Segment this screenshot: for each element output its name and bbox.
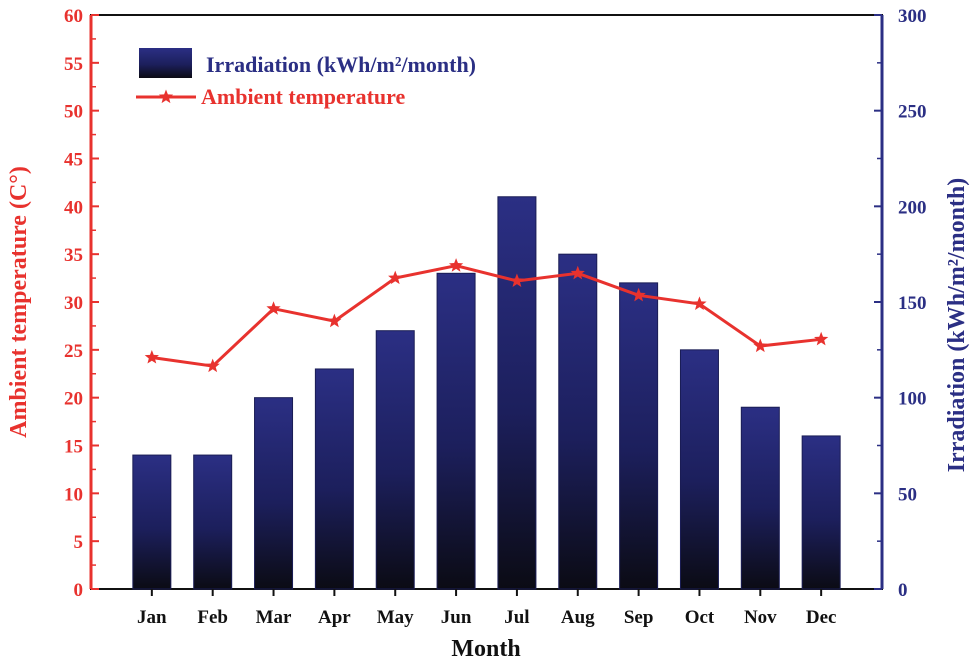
x-tick-label-mar: Mar (256, 607, 292, 628)
left-tick-label: 50 (64, 102, 83, 123)
temperature-point-may (388, 270, 403, 285)
bar-may (375, 330, 415, 590)
bar-feb (193, 454, 233, 590)
legend: Irradiation (kWh/m²/month) Ambient tempe… (136, 48, 476, 109)
x-tick-label-jul: Jul (504, 607, 529, 628)
left-tick-label: 35 (64, 245, 83, 266)
temperature-line (151, 264, 822, 368)
bar-mar (254, 397, 294, 590)
legend-line-label: Ambient temperature (201, 84, 405, 109)
left-tick-label: 0 (74, 580, 84, 601)
x-tick-label-sep: Sep (624, 607, 654, 628)
temperature-point-jul (509, 273, 525, 288)
left-tick-label: 15 (64, 437, 83, 458)
left-tick-label: 60 (64, 6, 83, 27)
left-tick-label: 45 (64, 150, 83, 171)
left-axis-title: Ambient temperature (C°) (6, 166, 32, 438)
bar-oct (679, 349, 719, 590)
x-tick-label-feb: Feb (197, 607, 228, 628)
legend-star-marker (158, 89, 174, 104)
temperature-point-aug (570, 265, 585, 280)
legend-bar-swatch (139, 48, 192, 78)
bar-jun (436, 272, 476, 590)
x-tick-label-jan: Jan (137, 607, 167, 628)
right-axis-title: Irradiation (kWh/m²/month) (944, 178, 970, 473)
x-tick-label-oct: Oct (685, 607, 715, 628)
x-tick-label-nov: Nov (744, 607, 777, 628)
temperature-point-mar (266, 301, 281, 315)
line-layer (144, 258, 829, 373)
bar-dec (801, 435, 841, 590)
x-axis-title: Month (451, 636, 520, 662)
left-tick-label: 55 (64, 54, 83, 75)
bar-sep (619, 282, 659, 590)
right-axis-ticks: 0 50 100 150 200 250 300 (874, 6, 927, 601)
legend-bar-label: Irradiation (kWh/m²/month) (206, 52, 476, 77)
bar-jul (497, 196, 537, 590)
x-axis-ticks: Jan Feb Mar Apr May Jun Jul Aug Sep Oct Nov Dec (137, 589, 836, 628)
left-axis-ticks: 0 5 10 15 20 25 30 35 40 45 50 55 60 (64, 6, 99, 601)
right-tick-label: 50 (898, 484, 917, 505)
temperature-point-jun (448, 258, 464, 272)
right-tick-label: 250 (898, 102, 927, 123)
right-tick-label: 100 (898, 389, 927, 410)
right-tick-label: 0 (898, 580, 908, 601)
left-tick-label: 5 (74, 532, 84, 553)
left-tick-label: 10 (64, 484, 83, 505)
bar-nov (740, 406, 780, 590)
bar-jan (132, 454, 172, 590)
bar-aug (558, 253, 598, 590)
temperature-point-nov (753, 338, 768, 353)
left-tick-label: 40 (64, 197, 83, 218)
right-tick-label: 300 (898, 6, 927, 27)
x-tick-label-may: May (377, 607, 414, 628)
x-tick-label-apr: Apr (318, 607, 351, 628)
x-tick-label-aug: Aug (561, 607, 595, 628)
left-tick-label: 30 (64, 293, 83, 314)
temperature-point-oct (692, 296, 707, 310)
temperature-point-feb (205, 358, 220, 373)
temperature-point-sep (631, 287, 646, 302)
left-tick-label: 20 (64, 389, 83, 410)
bar-apr (314, 368, 354, 590)
temperature-point-apr (327, 313, 342, 328)
left-tick-label: 25 (64, 341, 83, 362)
temperature-point-dec (814, 331, 829, 346)
x-tick-label-dec: Dec (806, 607, 837, 628)
bars-layer (132, 196, 841, 590)
x-tick-label-jun: Jun (441, 607, 472, 628)
right-tick-label: 150 (898, 293, 927, 314)
temperature-point-jan (144, 349, 159, 364)
right-tick-label: 200 (898, 197, 927, 218)
